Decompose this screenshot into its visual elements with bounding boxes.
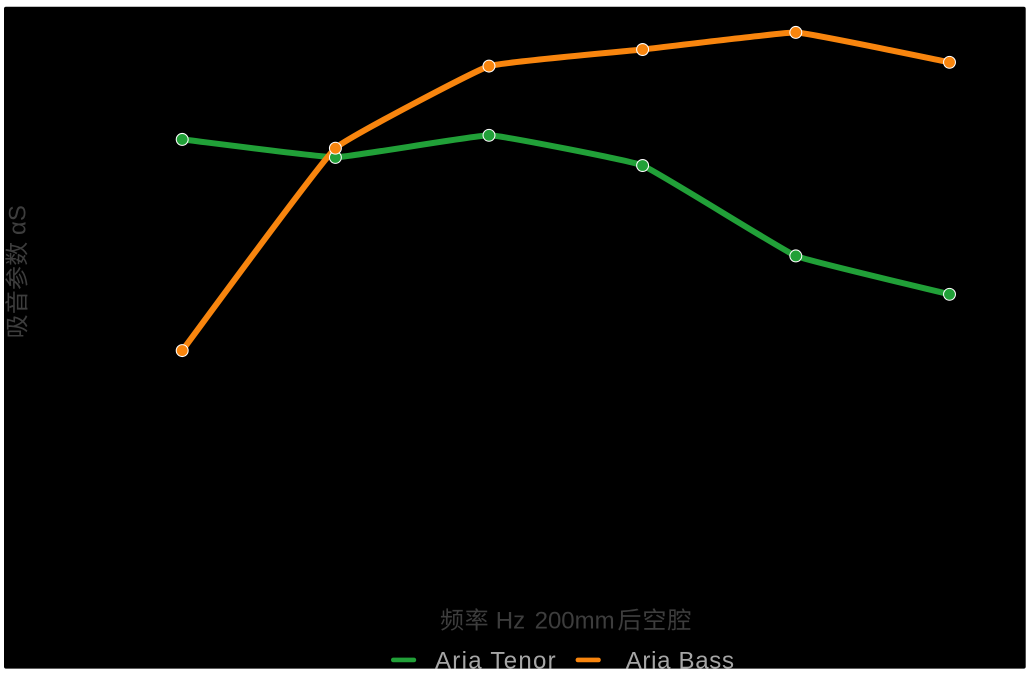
svg-text:αS: αS xyxy=(5,205,32,235)
svg-text:Aria Bass: Aria Bass xyxy=(626,648,735,675)
svg-text:Aria Tenor: Aria Tenor xyxy=(435,648,557,675)
svg-text:200mm: 200mm xyxy=(535,608,615,635)
svg-text:Hz: Hz xyxy=(496,608,525,635)
